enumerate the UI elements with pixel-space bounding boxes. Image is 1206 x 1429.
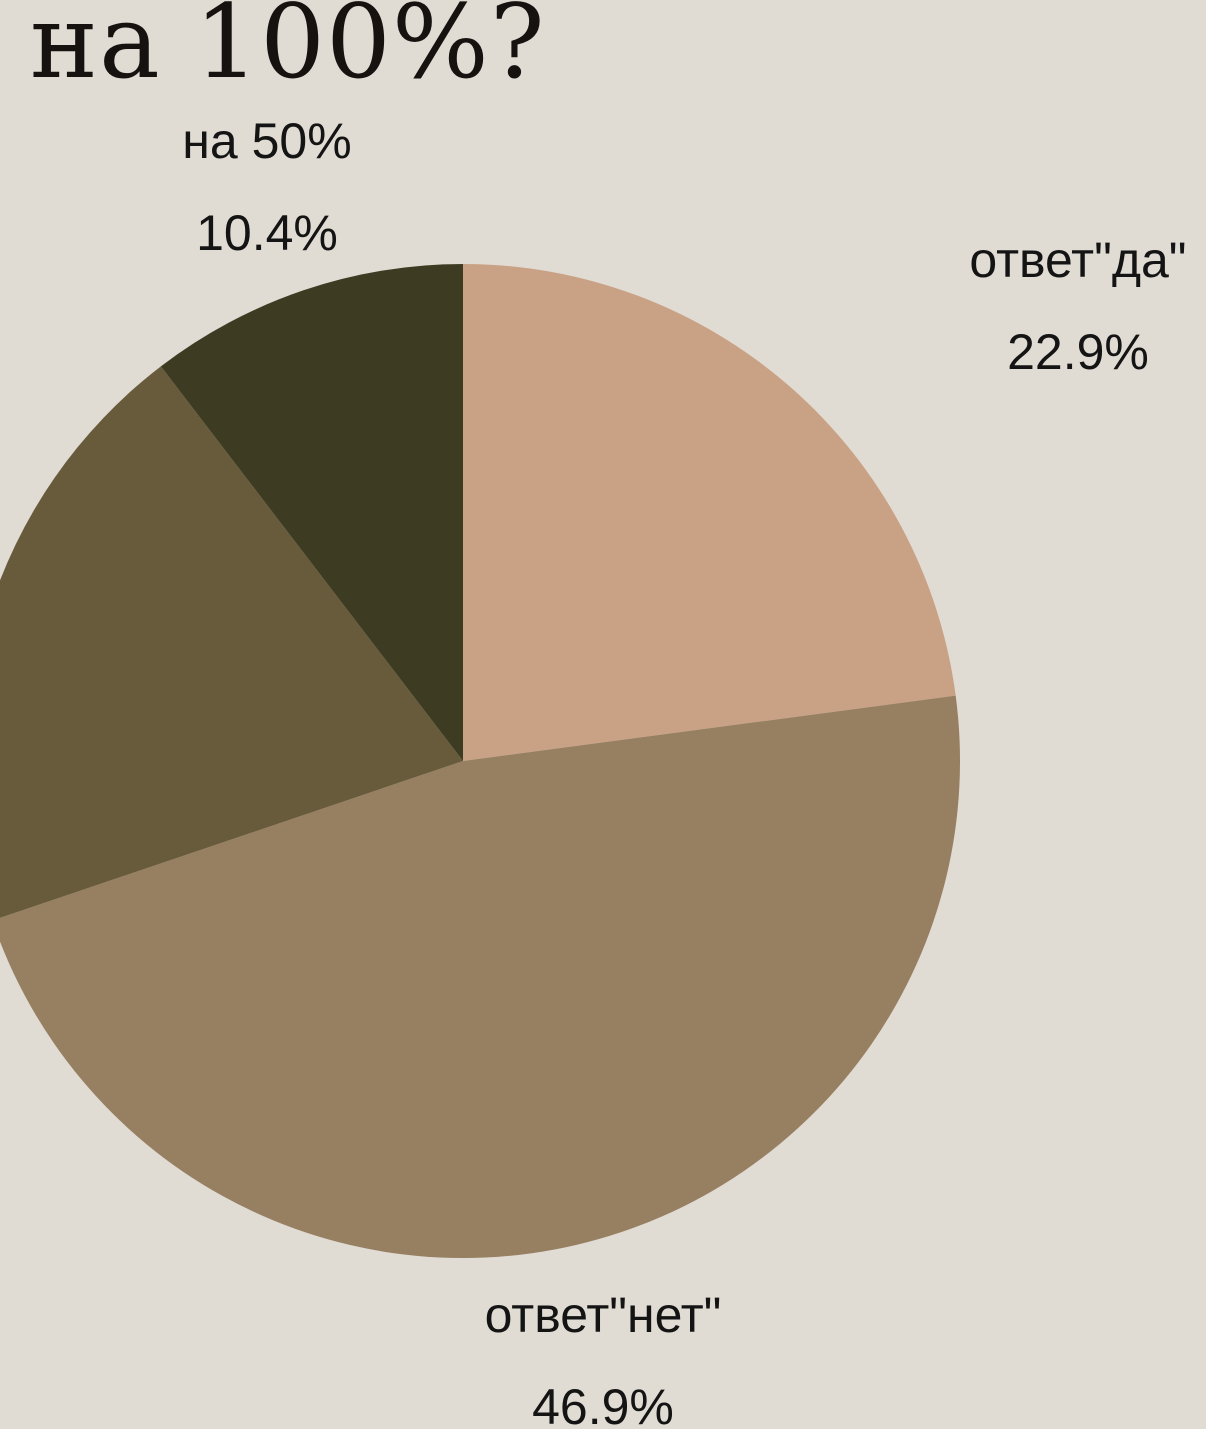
pie-slice-3 <box>160 264 464 761</box>
slice-value-label-3: 10.4% <box>196 205 338 261</box>
pie-slice-1 <box>0 695 960 1258</box>
pie-slice-0 <box>463 264 956 761</box>
slice-label-1: ответ"нет" <box>485 1287 722 1343</box>
pie-slice-2 <box>0 366 463 918</box>
slice-value-label-1: 46.9% <box>532 1379 674 1429</box>
chart-title: на 100%? <box>30 0 546 102</box>
slice-label-3: на 50% <box>182 113 351 169</box>
slice-value-label-0: 22.9% <box>1007 324 1149 380</box>
slice-label-0: ответ"да" <box>969 232 1186 288</box>
